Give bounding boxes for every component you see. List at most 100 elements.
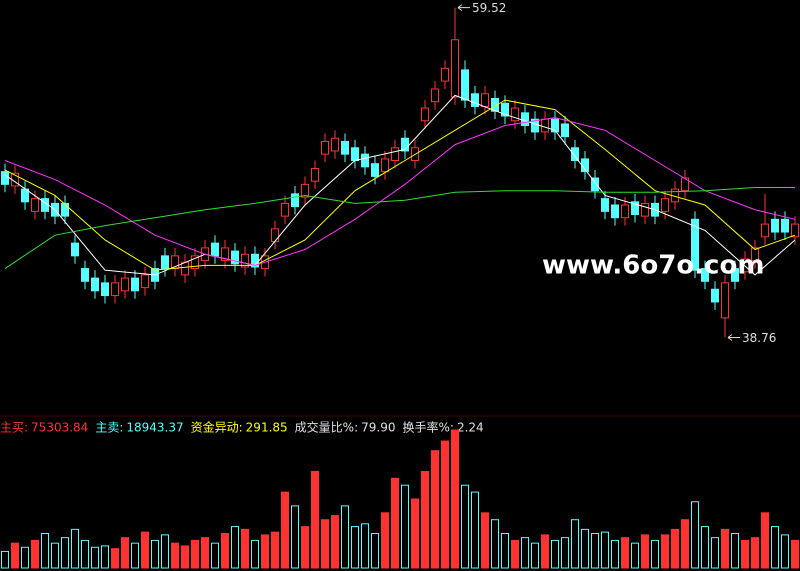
volume-bar	[271, 531, 279, 569]
volume-bar	[151, 539, 159, 569]
volume-bar	[411, 498, 419, 569]
candle-body	[611, 204, 619, 219]
candle-body	[701, 268, 709, 282]
volume-bar	[131, 542, 139, 569]
candle-body	[281, 202, 289, 217]
candle-body	[491, 98, 499, 112]
volume-bar	[381, 512, 389, 569]
candle-body	[441, 67, 449, 82]
candle-body	[431, 88, 439, 103]
volume-bar	[311, 470, 319, 569]
volume-bar	[451, 429, 459, 569]
candle-body	[571, 147, 579, 162]
candle-body	[31, 198, 39, 212]
volume-bar	[391, 477, 399, 569]
candle-body	[161, 255, 169, 270]
candle-body	[231, 250, 239, 265]
candle-body	[391, 147, 399, 162]
candle-body	[641, 202, 649, 217]
candle-body	[131, 277, 139, 292]
volume-bar	[551, 539, 559, 569]
candle-body	[241, 253, 249, 268]
volume-bar	[461, 484, 469, 569]
candle-body	[501, 102, 509, 117]
candle-body	[211, 242, 219, 257]
annotation-label: 59.52	[472, 1, 506, 15]
ma-line	[4, 94, 796, 276]
volume-bar	[641, 534, 649, 569]
candle-body	[331, 137, 339, 152]
annotation-arrowhead	[727, 334, 733, 341]
volume-bar	[51, 542, 59, 569]
volume-bar	[101, 545, 109, 569]
candle-body	[761, 223, 769, 238]
volume-bar	[41, 533, 49, 569]
volume-bar	[441, 440, 449, 569]
candle-body	[751, 247, 759, 262]
volume-bar	[81, 539, 89, 569]
candle-body	[721, 282, 729, 319]
candle-body	[271, 228, 279, 243]
candle-body	[71, 242, 79, 257]
volume-bar	[531, 542, 539, 569]
candle-body	[471, 93, 479, 107]
candle-body	[101, 282, 109, 297]
candle-body	[111, 282, 119, 297]
candle-body	[81, 268, 89, 282]
volume-bar	[231, 526, 239, 569]
volume-bar	[21, 546, 29, 569]
volume-bar	[521, 537, 529, 569]
volume-bar	[481, 512, 489, 569]
volume-bar	[361, 523, 369, 569]
indicator-label: 主卖:	[95, 421, 123, 435]
candle-body	[351, 147, 359, 162]
candle-body	[631, 201, 639, 216]
volume-bar	[181, 545, 189, 569]
indicator-label: 资金异动:	[191, 420, 243, 435]
candle-body	[91, 277, 99, 292]
indicator-value: 75303.84	[31, 421, 88, 435]
volume-bar	[601, 531, 609, 569]
ma-line	[4, 187, 795, 269]
indicator-label: 换手率%:	[402, 420, 453, 435]
volume-bar	[741, 539, 749, 569]
volume-bar	[761, 512, 769, 569]
volume-bar	[281, 491, 289, 569]
volume-bar	[171, 542, 179, 569]
volume-bar	[591, 533, 599, 569]
volume-bar	[421, 470, 429, 569]
watermark: www.6o7o.com	[542, 251, 764, 281]
volume-bar	[31, 539, 39, 569]
candle-body	[341, 140, 349, 155]
volume-bar	[341, 505, 349, 569]
candle-body	[781, 218, 789, 233]
volume-bar	[351, 526, 359, 569]
candle-body	[591, 177, 599, 192]
volume-bar	[491, 519, 499, 569]
candle-body	[301, 183, 309, 198]
candle-body	[521, 112, 529, 127]
candle-body	[551, 118, 559, 133]
volume-bar	[701, 526, 709, 569]
candle-body	[421, 107, 429, 122]
volume-bar	[1, 550, 9, 569]
volume-bar	[561, 537, 569, 569]
volume-bar	[61, 537, 69, 569]
ma-line	[4, 117, 796, 266]
volume-bar	[321, 519, 329, 569]
volume-bar	[291, 505, 299, 569]
volume-bar	[751, 537, 759, 569]
candle-body	[181, 261, 189, 276]
candle-body	[361, 153, 369, 168]
volume-bar	[331, 515, 339, 569]
volume-bar	[401, 484, 409, 569]
annotation-label: 38.76	[742, 331, 776, 345]
volume-bar	[11, 542, 19, 569]
candle-body	[731, 268, 739, 282]
volume-bar	[261, 534, 269, 569]
candle-body	[481, 93, 489, 107]
candle-body	[1, 171, 9, 185]
ma-line	[4, 99, 796, 271]
